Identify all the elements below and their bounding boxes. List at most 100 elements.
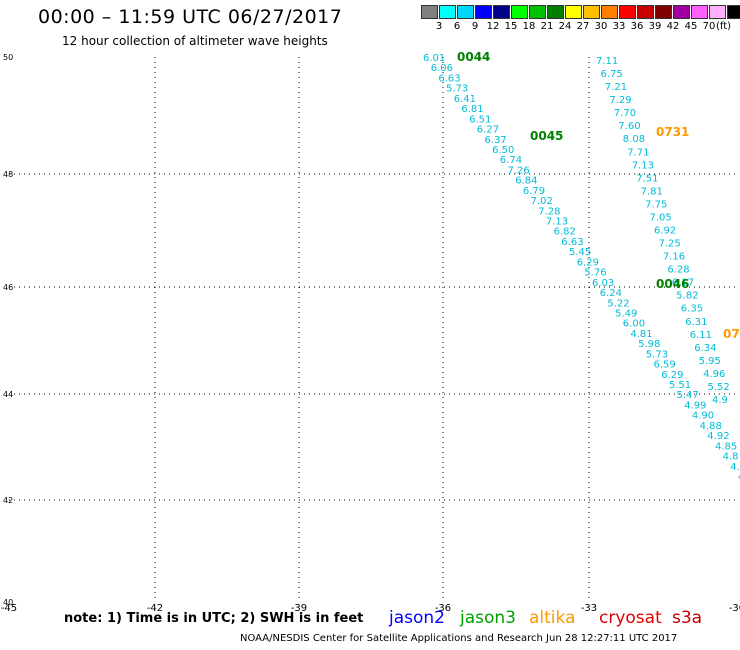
legend-label: 27: [576, 21, 590, 32]
wave-height-value: 7.71: [627, 147, 649, 158]
wave-height-value: 4.90: [692, 411, 714, 422]
wave-height-value: 6.59: [654, 360, 676, 371]
wave-height-value: 4.85: [715, 441, 737, 452]
legend-swatch: [511, 5, 528, 19]
legend-swatch: [691, 5, 708, 19]
wave-height-value: 6.79: [523, 186, 545, 197]
wave-height-value: 6.81: [461, 104, 483, 115]
pass-time-label: 0046: [656, 277, 689, 291]
wave-height-value: 6.01: [423, 53, 445, 64]
wave-height-value: 4.99: [684, 401, 706, 412]
wave-height-value: 5.49: [615, 309, 637, 320]
wave-height-value: 6.29: [577, 257, 599, 268]
wave-height-value: 7.11: [596, 56, 618, 67]
wave-height-value: 7.29: [609, 95, 631, 106]
legend-swatch: [565, 5, 582, 19]
latitude-label: 48: [3, 170, 13, 179]
legend-label: 21: [540, 21, 554, 32]
wave-height-value: 5.95: [699, 356, 721, 367]
wave-height-value: 7.05: [650, 213, 672, 224]
wave-height-value: 5.82: [676, 291, 698, 302]
wave-height-value: 4.96: [703, 369, 725, 380]
wave-height-value: 8.08: [623, 134, 645, 145]
wave-height-value: 5.73: [446, 84, 468, 95]
wave-height-value: 6.63: [561, 237, 583, 248]
longitude-label: -45: [1, 603, 17, 614]
legend-swatch: [601, 5, 618, 19]
legend-label: 39: [648, 21, 662, 32]
map-subtitle: 12 hour collection of altimeter wave hei…: [62, 34, 328, 48]
wave-height-value: 6.11: [690, 330, 712, 341]
legend-label: 45: [684, 21, 698, 32]
wave-height-value: 6.28: [667, 265, 689, 276]
wave-height-value: 4.: [738, 472, 740, 483]
wave-height-value: 5.52: [708, 382, 730, 393]
wave-height-value: 5.73: [646, 349, 668, 360]
wave-height-value: 7.26: [508, 165, 530, 176]
wave-height-value: 7.70: [614, 108, 636, 119]
legend-label: 15: [504, 21, 518, 32]
legend-swatch: [637, 5, 654, 19]
wave-height-value: 6.51: [469, 114, 491, 125]
pass-time-labels: 0044 0045 0046 0731 07: [457, 50, 740, 341]
legend-label: 6: [453, 21, 461, 32]
wave-height-value: 6.63: [438, 73, 460, 84]
latitude-label: 42: [3, 496, 13, 505]
wave-height-value: 6.29: [661, 370, 683, 381]
wave-height-value: 6.50: [492, 145, 514, 156]
legend-swatch: [619, 5, 636, 19]
wave-height-color-legend: 3 6 9 12 15 18 21 24 27 30 33 36 39 42 45 70: [421, 5, 740, 35]
pass-time-label: 0731: [656, 125, 689, 139]
wave-height-value: 7.02: [531, 196, 553, 207]
wave-height-value: 6.41: [454, 94, 476, 105]
satellite-legend-cryosat: cryosat: [599, 608, 662, 628]
wave-height-value: 5.98: [638, 339, 660, 350]
wave-height-value: 6.27: [477, 125, 499, 136]
legend-swatch: [475, 5, 492, 19]
legend-swatch: [439, 5, 456, 19]
legend-swatch: [421, 5, 438, 19]
wave-height-value: 6.37: [485, 135, 507, 146]
pass-time-label: 07: [723, 327, 740, 341]
credit-line: NOAA/NESDIS Center for Satellite Applica…: [240, 633, 678, 644]
wave-height-value: 4.81: [630, 329, 652, 340]
wave-height-value: 4.88: [700, 421, 722, 432]
legend-label: 3: [435, 21, 443, 32]
wave-height-value: 5.47: [677, 390, 699, 401]
legend-swatch: [457, 5, 474, 19]
satellite-legend-jason2: jason2: [389, 608, 445, 628]
wave-height-value: 4.5: [730, 462, 740, 473]
wave-height-value: 7.25: [659, 239, 681, 250]
wave-height-value: 6.17: [672, 278, 694, 289]
wave-height-value: 6.06: [431, 63, 453, 74]
satellite-legend-jason3: jason3: [460, 608, 516, 628]
wave-height-value: 7.81: [641, 186, 663, 197]
wave-height-value: 7.75: [645, 199, 667, 210]
legend-label: 33: [612, 21, 626, 32]
wave-height-value: 4.9: [712, 395, 728, 406]
legend-swatch: [493, 5, 510, 19]
legend-labels: 3 6 9 12 15 18 21 24 27 30 33 36 39 42 45 70: [421, 21, 740, 35]
wave-height-value: 7.60: [618, 121, 640, 132]
wave-height-value: 6.35: [681, 304, 703, 315]
wave-height-value: 6.74: [500, 155, 522, 166]
wave-height-observations: 6.016.066.635.736.416.816.516.276.376.50…: [423, 53, 740, 483]
wave-height-value: 6.92: [654, 226, 676, 237]
legend-swatch: [709, 5, 726, 19]
longitude-label: -30: [729, 603, 740, 614]
wave-height-value: 5.51: [669, 380, 691, 391]
wave-height-value: 4.8: [723, 452, 739, 463]
legend-swatch: [547, 5, 564, 19]
legend-swatch: [727, 5, 740, 19]
legend-label: 30: [594, 21, 608, 32]
wave-height-value: 6.82: [554, 227, 576, 238]
wave-height-value: 6.03: [592, 278, 614, 289]
legend-unit: (ft): [716, 21, 732, 32]
longitude-label: -42: [147, 603, 163, 614]
legend-label: 36: [630, 21, 644, 32]
legend-label: 70: [702, 21, 716, 32]
wave-height-value: 5.45: [569, 247, 591, 258]
legend-label: 18: [522, 21, 536, 32]
latitude-label: 44: [3, 390, 13, 399]
